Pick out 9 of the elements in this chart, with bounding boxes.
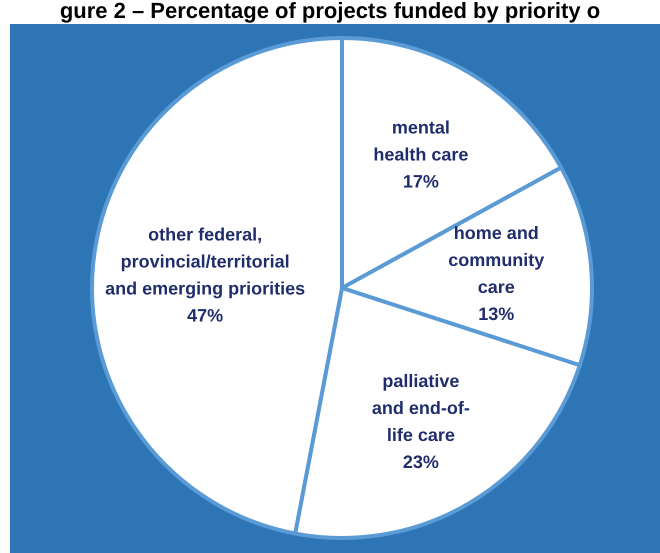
- slice-label: other federal, provincial/territorial and emerging priorities: [105, 224, 306, 299]
- data-label: 47%: [187, 306, 224, 326]
- chart-title: gure 2 – Percentage of projects funded by priority o: [58, 0, 602, 23]
- slice-label: palliative and end-of-life care: [372, 370, 470, 445]
- slice-label: mental health care: [373, 118, 468, 165]
- slice-label: home and community care: [448, 222, 544, 297]
- data-label: 17%: [402, 172, 439, 192]
- data-label: 23%: [402, 452, 439, 472]
- data-label: 13%: [478, 304, 514, 324]
